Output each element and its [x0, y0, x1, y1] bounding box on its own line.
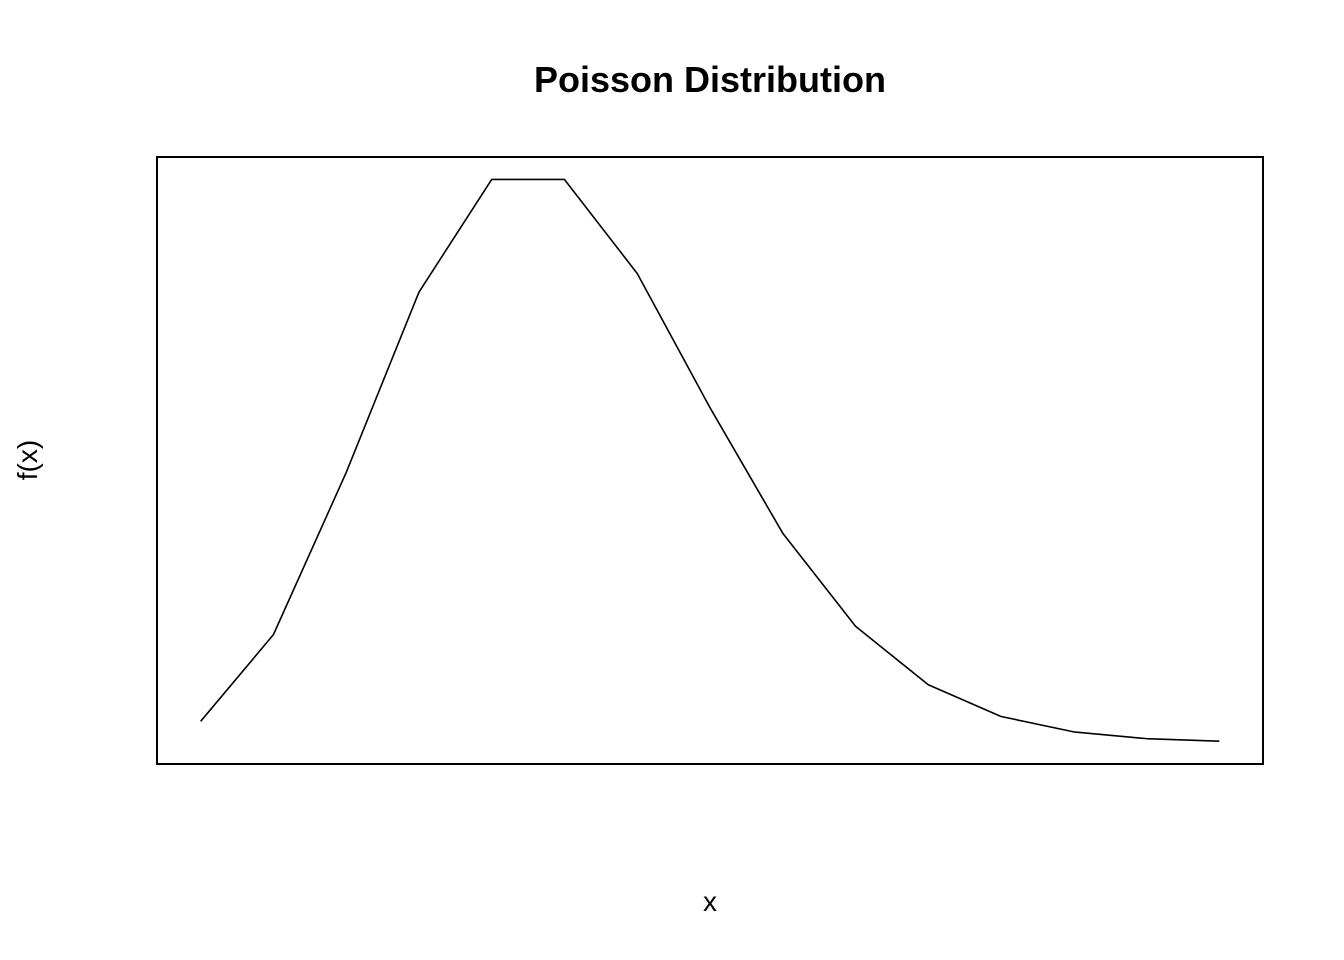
chart-title: Poisson Distribution	[534, 59, 886, 100]
plot-area-frame	[156, 156, 1264, 765]
series-line-0	[200, 178, 1220, 743]
y-axis-label: f(x)	[12, 440, 43, 480]
series-layer	[200, 178, 1220, 743]
x-axis-label: x	[703, 886, 717, 917]
